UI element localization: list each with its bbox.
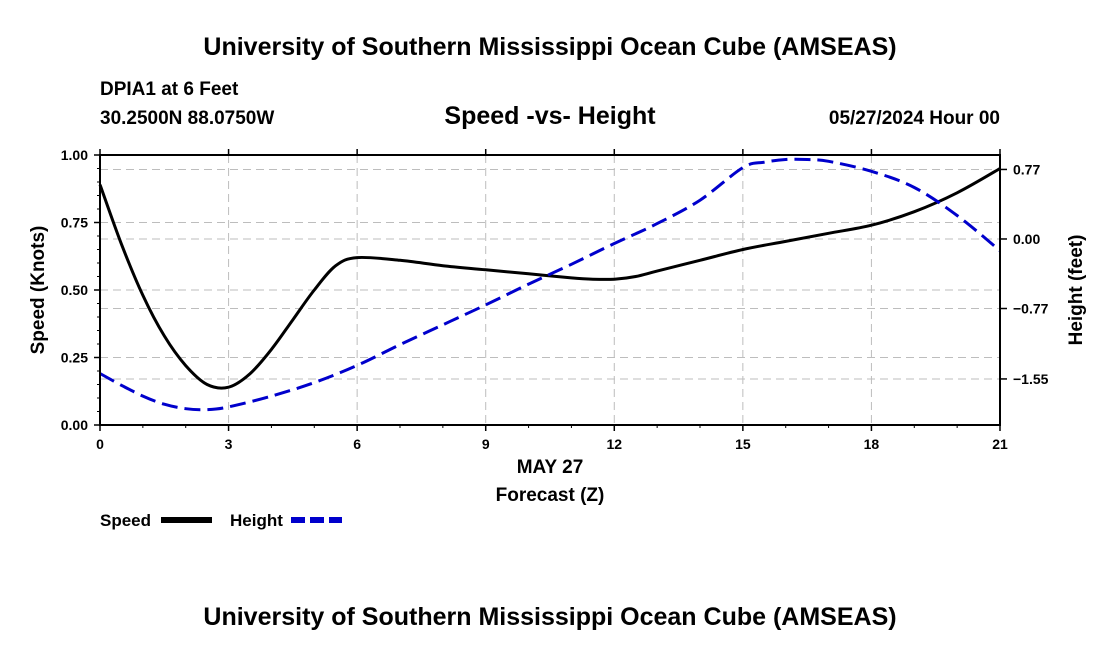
y-tick-label: 0.75 <box>61 215 88 231</box>
bottom-title: University of Southern Mississippi Ocean… <box>203 603 896 631</box>
date-label: 05/27/2024 Hour 00 <box>829 108 1000 129</box>
y-tick-label: 0.25 <box>61 350 88 366</box>
x-tick-label: 9 <box>482 436 490 452</box>
x-axis-date-label: MAY 27 <box>517 457 584 478</box>
legend-label-height: Height <box>230 511 283 530</box>
axes-layer: 0 3 6 9 12 15 18 21 0.00 0.25 0.50 0.75 1.00 −1.55 −0.… <box>61 147 1049 452</box>
x-axis-title: Forecast (Z) <box>496 485 605 506</box>
y2-tick-label: −1.55 <box>1013 371 1049 387</box>
y2-tick-label: 0.00 <box>1013 231 1040 247</box>
x-tick-label: 15 <box>735 436 751 452</box>
x-tick-label: 12 <box>606 436 622 452</box>
series-line-speed <box>98 167 1001 390</box>
x-tick-label: 6 <box>353 436 361 452</box>
top-title: University of Southern Mississippi Ocean… <box>203 33 896 61</box>
x-tick-label: 3 <box>225 436 233 452</box>
y2-tick-label: 0.77 <box>1013 161 1040 177</box>
grid-lines <box>100 155 1000 425</box>
series-line-height <box>99 157 1001 412</box>
legend: Speed Height <box>100 511 342 530</box>
legend-label-speed: Speed <box>100 511 151 530</box>
plot-title: Speed -vs- Height <box>444 102 656 130</box>
y-tick-label: 1.00 <box>61 147 88 163</box>
coordinates-label: 30.2500N 88.0750W <box>100 108 274 129</box>
station-label: DPIA1 at 6 Feet <box>100 79 239 100</box>
y-axis-title: Speed (Knots) <box>28 226 49 355</box>
x-tick-label: 18 <box>864 436 880 452</box>
series-layer <box>98 157 1001 412</box>
y2-tick-label: −0.77 <box>1013 301 1049 317</box>
y-tick-label: 0.50 <box>61 282 88 298</box>
y-tick-label: 0.00 <box>61 417 88 433</box>
x-tick-label: 0 <box>96 436 104 452</box>
y2-axis-title: Height (feet) <box>1066 235 1087 346</box>
x-tick-label: 21 <box>992 436 1008 452</box>
